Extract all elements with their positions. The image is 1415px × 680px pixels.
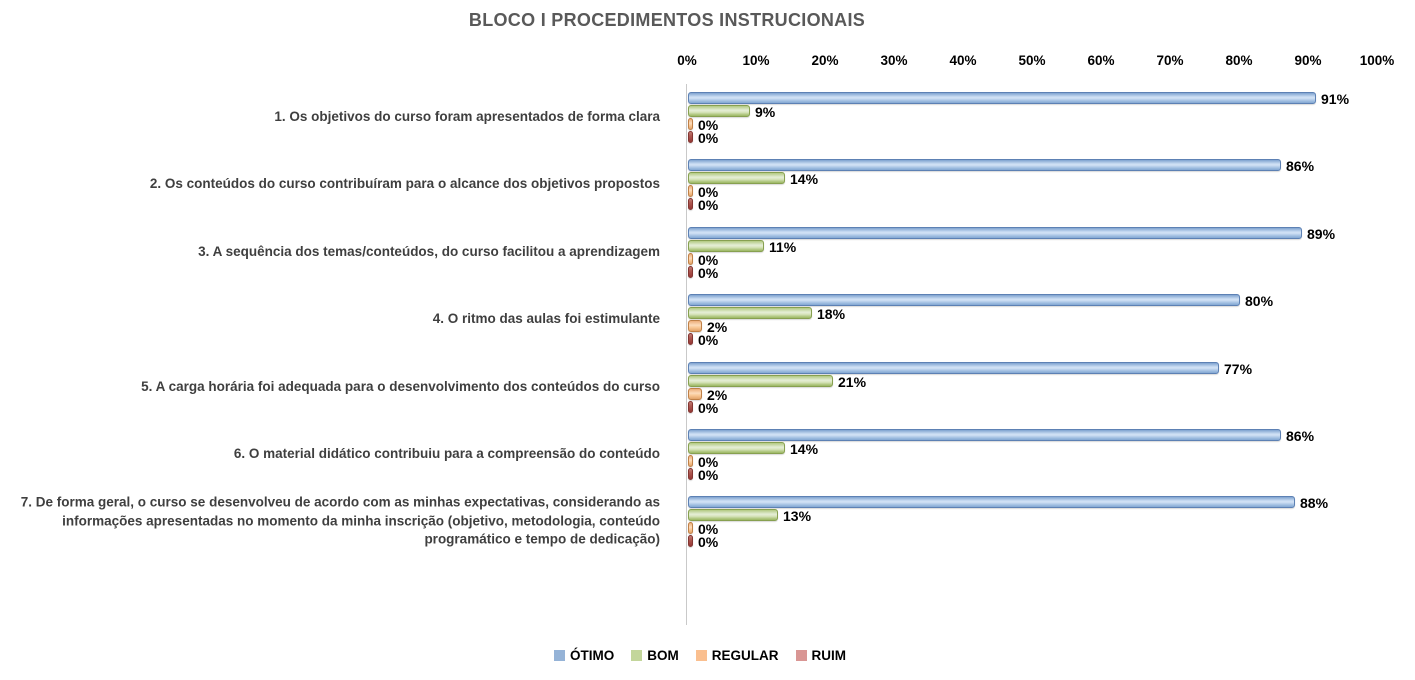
bar-value-label: 0% — [698, 184, 719, 201]
legend-swatch-ruim — [795, 650, 807, 661]
bar-value-label: 2% — [707, 319, 728, 336]
category-label: 4. O ritmo das aulas foi estimulante — [432, 311, 660, 327]
legend-label: BOM — [647, 648, 679, 663]
bar-ruim — [688, 131, 693, 143]
bar-value-label: 14% — [790, 441, 819, 457]
bar-ruim — [688, 198, 693, 211]
legend: ÓTIMO BOM REGULAR RUIM — [554, 648, 846, 663]
bar-ruim — [688, 468, 693, 480]
bar-value-label: 0% — [698, 399, 719, 416]
bar-otimo — [688, 294, 1240, 307]
bar-value-label: 91% — [1321, 91, 1350, 107]
bar-value-label: 0% — [698, 197, 719, 214]
x-axis-tick-label: 40% — [949, 53, 977, 68]
bar-bom — [688, 307, 812, 320]
x-axis-tick-label: 100% — [1359, 53, 1395, 68]
bar-value-label: 0% — [698, 534, 719, 551]
bar-value-label: 13% — [783, 508, 812, 525]
bar-value-label: 21% — [838, 373, 867, 390]
legend-label: RUIM — [811, 648, 847, 663]
bar-value-label: 0% — [698, 467, 719, 483]
bar-value-label: 86% — [1286, 428, 1315, 444]
x-axis-tick-label: 60% — [1087, 53, 1115, 68]
legend-swatch-bom — [631, 650, 643, 661]
legend-swatch-otimo — [554, 650, 565, 661]
bar-bom — [688, 172, 785, 185]
bar-otimo — [688, 159, 1281, 172]
x-axis-tick-label: 90% — [1294, 53, 1322, 68]
bar-value-label: 2% — [707, 386, 728, 403]
bar-otimo — [688, 496, 1295, 509]
bar-value-label: 86% — [1286, 158, 1315, 175]
legend-label: ÓTIMO — [570, 648, 615, 663]
bar-value-label: 0% — [698, 264, 719, 281]
bar-bom — [688, 105, 750, 117]
bar-value-label: 0% — [698, 521, 719, 538]
x-axis-tick-label: 30% — [880, 53, 908, 68]
x-axis-tick-label: 0% — [677, 53, 697, 68]
bar-value-label: 0% — [698, 130, 719, 146]
legend-swatch-regular — [695, 650, 707, 661]
category-label: 6. O material didático contribuiu para a… — [233, 445, 660, 461]
bar-value-label: 14% — [790, 171, 819, 188]
bar-regular — [688, 522, 693, 535]
x-axis-tick-label: 80% — [1225, 53, 1253, 68]
bar-regular — [688, 118, 693, 130]
bar-value-label: 0% — [698, 454, 719, 470]
legend-item-ruim: RUIM — [795, 648, 847, 663]
bar-otimo — [688, 361, 1219, 374]
x-axis-tick-label: 70% — [1156, 53, 1184, 68]
bar-value-label: 0% — [698, 332, 719, 349]
bar-otimo — [688, 226, 1302, 239]
bar-ruim — [688, 265, 693, 278]
bar-value-label: 9% — [755, 104, 776, 120]
bar-otimo — [688, 92, 1316, 104]
bar-ruim — [688, 400, 693, 413]
bar-regular — [688, 252, 693, 265]
category-label: 7. De forma geral, o curso se desenvolve… — [20, 495, 660, 547]
bar-bom — [688, 442, 785, 454]
bar-bom — [688, 374, 833, 387]
bar-ruim — [688, 535, 693, 548]
bar-regular — [688, 185, 693, 198]
legend-label: REGULAR — [711, 648, 779, 663]
bar-value-label: 88% — [1300, 495, 1329, 512]
bar-regular — [688, 387, 702, 400]
x-axis-tick-label: 10% — [742, 53, 770, 68]
legend-item-regular: REGULAR — [695, 648, 779, 663]
category-label: 2. Os conteúdos do curso contribuíram pa… — [149, 176, 660, 192]
category-label: 3. A sequência dos temas/conteúdos, do c… — [198, 243, 660, 259]
bar-otimo — [688, 429, 1281, 441]
bar-value-label: 80% — [1245, 293, 1274, 310]
chart-title: BLOCO I PROCEDIMENTOS INSTRUCIONAIS — [468, 10, 866, 30]
bar-value-label: 18% — [817, 306, 846, 323]
legend-item-otimo: ÓTIMO — [554, 648, 614, 663]
bar-regular — [688, 320, 702, 333]
bar-value-label: 89% — [1307, 225, 1336, 242]
bar-ruim — [688, 333, 693, 346]
x-axis-tick-label: 50% — [1018, 53, 1046, 68]
bar-value-label: 11% — [769, 238, 797, 255]
bar-value-label: 0% — [698, 251, 719, 268]
category-label: 1. Os objetivos do curso foram apresenta… — [274, 108, 660, 124]
bar-value-label: 0% — [698, 117, 719, 133]
legend-item-bom: BOM — [631, 648, 679, 663]
x-axis-tick-label: 20% — [811, 53, 839, 68]
bar-bom — [688, 509, 778, 522]
bar-bom — [688, 239, 764, 252]
bar-value-label: 77% — [1224, 360, 1253, 377]
category-label: 5. A carga horária foi adequada para o d… — [141, 378, 660, 394]
y-axis-line — [686, 84, 687, 625]
bar-regular — [688, 455, 693, 467]
